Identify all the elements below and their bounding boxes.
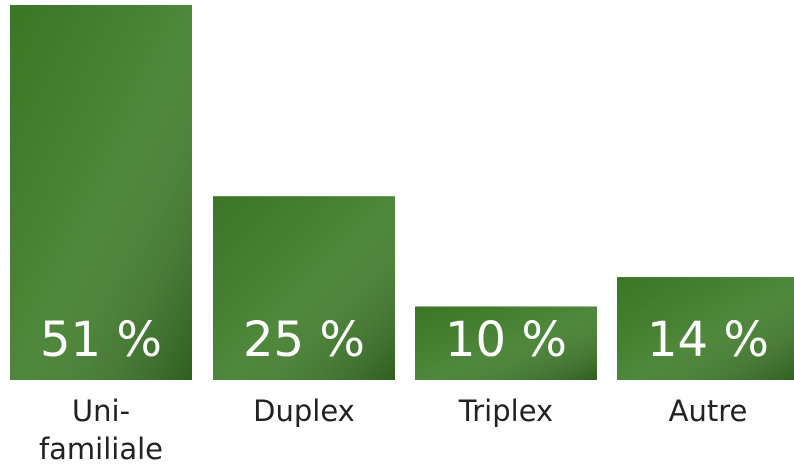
- value-label: 10 %: [445, 312, 567, 368]
- category-label: Duplex: [253, 394, 355, 428]
- category-label: Uni-familiale: [38, 394, 164, 466]
- category-label: Triplex: [458, 394, 554, 428]
- value-label: 14 %: [647, 312, 769, 368]
- bar-shade: [213, 196, 395, 380]
- bar-shade: [10, 5, 192, 380]
- value-label: 25 %: [243, 312, 365, 368]
- bar-shade: [415, 306, 597, 380]
- value-label: 51 %: [40, 312, 162, 368]
- category-label: Autre: [668, 394, 748, 428]
- bar-shade: [617, 277, 794, 380]
